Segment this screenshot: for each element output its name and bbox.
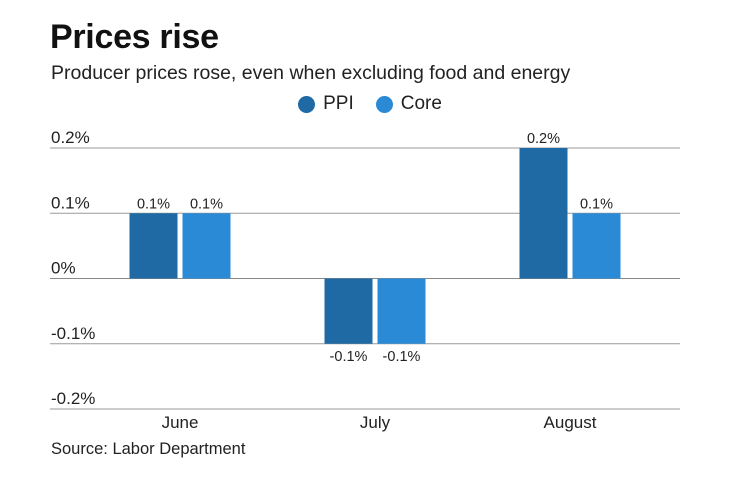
y-tick-label: -0.1% <box>51 324 95 343</box>
bar-core-june <box>182 213 231 279</box>
y-tick-label: 0% <box>51 259 76 278</box>
legend-item-ppi: PPI <box>298 93 354 115</box>
legend-label-ppi: PPI <box>323 93 354 114</box>
bar-ppi-june <box>129 213 178 279</box>
data-label: -0.1% <box>330 349 368 365</box>
bar-ppi-july <box>324 278 373 344</box>
x-tick-label: July <box>360 413 391 432</box>
x-tick-label: June <box>162 413 199 432</box>
y-tick-label: 0.2% <box>51 128 90 147</box>
bar-core-july <box>377 278 426 344</box>
legend-label-core: Core <box>400 93 442 114</box>
data-label: 0.1% <box>137 196 170 212</box>
chart-subtitle: Producer prices rose, even when excludin… <box>51 62 571 84</box>
legend-item-core: Core <box>375 93 442 115</box>
data-label: -0.1% <box>383 349 421 365</box>
legend: PPI Core <box>0 93 740 115</box>
data-label: 0.1% <box>580 196 613 212</box>
source-note: Source: Labor Department <box>51 440 246 458</box>
legend-swatch-ppi <box>298 95 316 113</box>
bar-core-august <box>572 213 621 279</box>
data-label: 0.2% <box>527 131 560 147</box>
data-label: 0.1% <box>190 196 223 212</box>
x-tick-label: August <box>544 413 597 432</box>
y-tick-label: 0.1% <box>51 193 90 212</box>
bar-ppi-august <box>519 148 568 279</box>
chart-title: Prices rise <box>50 18 219 56</box>
legend-swatch-core <box>375 95 393 113</box>
y-tick-label: -0.2% <box>51 389 95 408</box>
